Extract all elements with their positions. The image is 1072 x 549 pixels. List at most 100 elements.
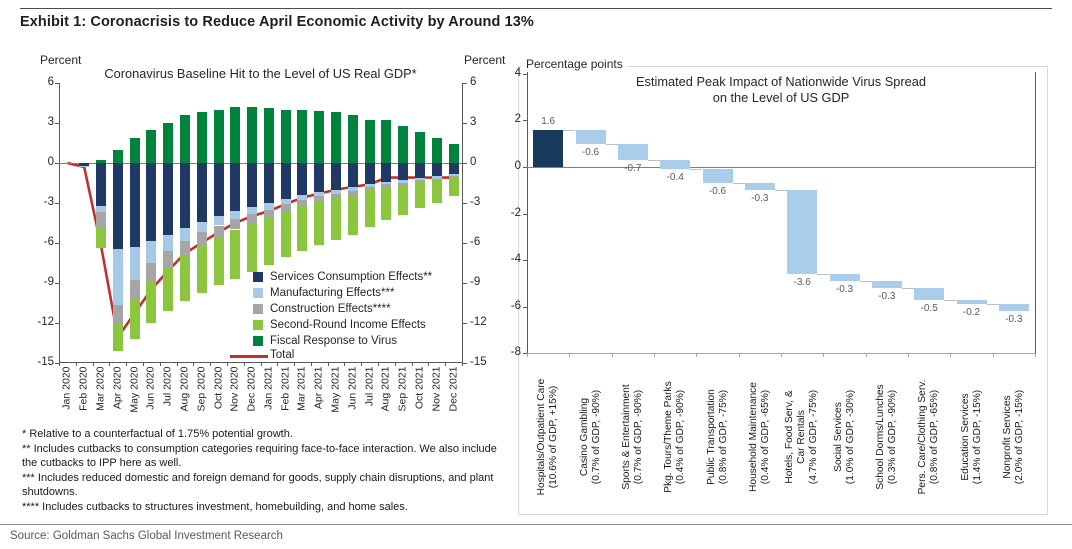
axis-tick (523, 167, 527, 168)
bar-segment (79, 163, 90, 166)
bar-segment (431, 137, 442, 163)
waterfall-bar (702, 169, 733, 184)
axis-tick (55, 163, 59, 164)
bar-segment (112, 249, 123, 306)
month-label: Mar 2020 (94, 366, 107, 411)
axis-tick (378, 362, 380, 366)
bar-segment (196, 232, 207, 246)
category-label: Household Maintenance (0.4% of GDP, -65%) (747, 382, 771, 492)
axis-tick (569, 353, 571, 357)
axis-tick (611, 353, 613, 357)
category-label: Nonprofit Services (2.0% of GDP, -15%) (1001, 389, 1025, 485)
bar-segment (146, 129, 157, 163)
axis-tick (193, 362, 195, 366)
month-label: Aug 2020 (178, 366, 191, 411)
axis-tick (361, 362, 363, 366)
axis-tick (523, 260, 527, 262)
axis-tick (523, 306, 527, 308)
legend-swatch (253, 336, 263, 346)
connector-line (944, 299, 957, 301)
bar-segment (331, 197, 342, 241)
month-label: Nov 2020 (228, 366, 241, 411)
tick-label: 0 (47, 156, 54, 168)
month-label: Jul 2020 (161, 366, 174, 406)
value-label: -0.3 (1005, 314, 1023, 326)
axis-tick (176, 362, 178, 366)
axis-tick (463, 202, 467, 204)
axis-tick (210, 362, 212, 366)
axis-tick (696, 353, 698, 357)
connector-line (563, 129, 576, 131)
month-label: Aug 2021 (379, 366, 392, 411)
bar-segment (263, 163, 274, 203)
y-axis-right (462, 83, 463, 362)
axis-tick (463, 163, 467, 164)
value-label: -3.6 (793, 277, 811, 289)
axis-tick (344, 362, 346, 366)
axis-tick (294, 362, 296, 366)
axis-tick (55, 282, 59, 284)
bar-segment (398, 163, 409, 181)
bar-segment (112, 305, 123, 324)
bar-segment (280, 109, 291, 163)
bar-segment (431, 176, 442, 179)
bar-segment (415, 177, 426, 181)
zero-line (527, 167, 1035, 168)
axis-tick (654, 353, 655, 357)
bar-segment (247, 222, 258, 273)
bar-segment (448, 177, 459, 197)
axis-tick (463, 242, 467, 244)
bar-segment (314, 201, 325, 246)
value-label: -0.5 (920, 302, 938, 314)
bar-segment (179, 256, 190, 302)
bar-segment (398, 185, 409, 215)
connector-line (986, 304, 999, 306)
bar-segment (331, 189, 342, 194)
bar-segment (129, 299, 140, 339)
bar-segment (415, 132, 426, 163)
bar-segment (398, 180, 409, 183)
right-chart-title-line1: Estimated Peak Impact of Nationwide Viru… (636, 74, 926, 89)
axis-tick (55, 242, 59, 244)
bar-segment (347, 163, 358, 187)
tick-label: -9 (43, 275, 54, 288)
connector-line (817, 274, 830, 276)
bar-segment (95, 160, 106, 163)
bar-segment (179, 241, 190, 257)
value-label: -0.2 (962, 307, 981, 319)
bar-segment (95, 205, 106, 213)
tick-label: -2 (510, 206, 521, 219)
source-text: Source: Goldman Sachs Global Investment … (10, 530, 283, 542)
axis-tick (243, 362, 245, 366)
bar-segment (95, 212, 106, 229)
tick-label: -15 (470, 355, 487, 368)
tick-label: -15 (37, 355, 54, 368)
connector-line (605, 143, 618, 145)
bar-segment (179, 115, 190, 163)
bar-segment (213, 237, 224, 286)
left-axis-unit-label: Percent (40, 53, 82, 67)
month-label: Oct 2020 (212, 366, 225, 409)
month-label: Jan 2021 (262, 366, 275, 410)
legend-label: Total (270, 349, 295, 361)
legend-swatch (253, 320, 263, 330)
bar-segment (431, 163, 442, 177)
bar-segment (112, 163, 123, 250)
bar-segment (163, 234, 174, 251)
bar-segment (196, 245, 207, 294)
category-label: School Dorms/Lunches (0.3% of GDP, -90%) (874, 384, 898, 490)
axis-tick (908, 353, 909, 357)
footnote-3: *** Includes reduced domestic and foreig… (22, 471, 494, 498)
bar-segment (297, 109, 308, 163)
value-label: -0.4 (666, 172, 684, 184)
bar-segment (431, 178, 442, 181)
axis-tick (463, 123, 467, 125)
waterfall-bar (829, 274, 860, 282)
bar-segment (129, 246, 140, 281)
bar-segment (230, 229, 241, 279)
bar-segment (146, 163, 157, 242)
connector-line (690, 169, 703, 171)
axis-tick (55, 123, 59, 125)
category-label: Education Services (1.4% of GDP, -15%) (959, 389, 983, 485)
axis-tick (738, 353, 740, 357)
